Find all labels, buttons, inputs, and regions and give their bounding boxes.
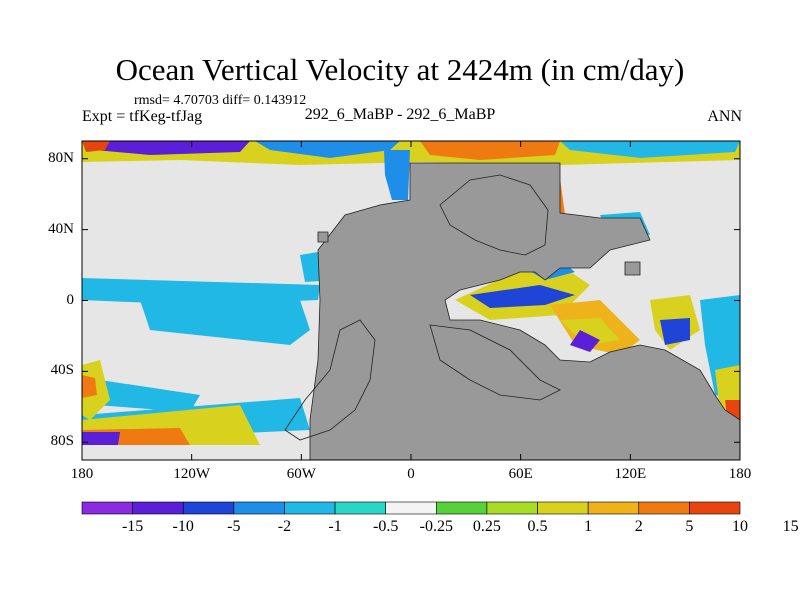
colorbar-label-0: -15 xyxy=(121,518,144,535)
colorbar-swatch-10 xyxy=(587,501,640,515)
lon-label-6: 180 xyxy=(728,466,752,482)
small-island-2 xyxy=(624,261,641,276)
west-eq-streak xyxy=(82,278,320,305)
pacific-blue xyxy=(660,318,690,345)
colorbar-label-1: -10 xyxy=(172,518,194,535)
colorbar-label-8: 0.5 xyxy=(527,518,548,535)
lon-label-0: 180 xyxy=(70,466,94,482)
colorbar-swatch-9 xyxy=(537,501,589,515)
north-band-purple xyxy=(90,141,250,155)
north-band-orange xyxy=(420,141,560,160)
lon-label-4: 60E xyxy=(508,466,533,482)
colorbar-swatch-1 xyxy=(132,501,184,515)
indian-blue xyxy=(470,285,575,308)
lat-label-0: 80N xyxy=(48,149,74,166)
colorbar-swatch-6 xyxy=(385,501,437,515)
north-band-red xyxy=(82,141,110,152)
north-band-blue xyxy=(255,141,400,158)
coastline-2 xyxy=(284,319,376,441)
coastline-3 xyxy=(429,324,561,401)
colorbar-swatch-4 xyxy=(284,501,336,515)
east-purple xyxy=(570,330,600,352)
east-yellow xyxy=(560,318,620,345)
southern-purple xyxy=(82,432,120,445)
colorbar-swatch-7 xyxy=(436,501,488,515)
land-mask xyxy=(284,162,740,460)
colorbar xyxy=(81,501,741,515)
lat-label-2: 0 xyxy=(66,291,75,308)
map-title: Ocean Vertical Velocity at 2424m (in cm/… xyxy=(115,52,685,87)
colorbar-label-4: -1 xyxy=(328,518,342,535)
colorbar-swatch-8 xyxy=(486,501,538,515)
lat-label-4: 80S xyxy=(50,433,74,450)
south-pacific-cyan xyxy=(95,380,200,412)
colorbar-label-13: 15 xyxy=(782,518,799,535)
lat-label-1: 40N xyxy=(48,220,74,237)
colorbar-label-12: 10 xyxy=(732,518,748,535)
coastline-1 xyxy=(439,174,549,256)
colorbar-label-3: -2 xyxy=(277,518,292,535)
lat-label-3: 40S xyxy=(50,362,74,379)
lon-label-5: 120E xyxy=(614,466,647,482)
lon-label-2: 60W xyxy=(286,466,316,482)
small-island-1 xyxy=(317,231,329,243)
colorbar-label-6: -0.25 xyxy=(419,518,453,535)
rmsd-diff-stats: rmsd= 4.70703 diff= 0.143912 xyxy=(134,93,307,108)
colorbar-label-11: 5 xyxy=(685,518,694,535)
colorbar-swatch-3 xyxy=(233,501,285,515)
colorbar-swatch-2 xyxy=(182,501,235,515)
colorbar-swatch-12 xyxy=(689,501,741,515)
experiment-label: Expt = tfKeg-tfJag xyxy=(82,108,203,125)
n-atlantic-blue xyxy=(384,150,410,200)
velocity-patches xyxy=(82,141,740,445)
lon-label-1: 120W xyxy=(173,466,210,482)
colorbar-label-10: 2 xyxy=(634,518,643,535)
lon-label-3: 0 xyxy=(407,466,415,482)
sw-orange xyxy=(82,375,97,398)
north-band-cyan xyxy=(560,141,740,158)
supercontinent xyxy=(309,162,740,460)
colorbar-label-2: -5 xyxy=(227,518,241,535)
colorbar-swatch-0 xyxy=(81,501,133,515)
colorbar-label-5: -0.5 xyxy=(373,518,399,535)
colorbar-swatch-11 xyxy=(638,501,690,515)
colorbar-label-7: 0.25 xyxy=(472,518,501,535)
colorbar-swatch-5 xyxy=(334,501,386,515)
colorbar-label-9: 1 xyxy=(584,518,593,535)
case-names: 292_6_MaBP - 292_6_MaBP xyxy=(304,106,496,123)
axis-ticks xyxy=(81,141,741,460)
season-label: ANN xyxy=(707,108,742,125)
west-south-cyan xyxy=(140,300,310,345)
